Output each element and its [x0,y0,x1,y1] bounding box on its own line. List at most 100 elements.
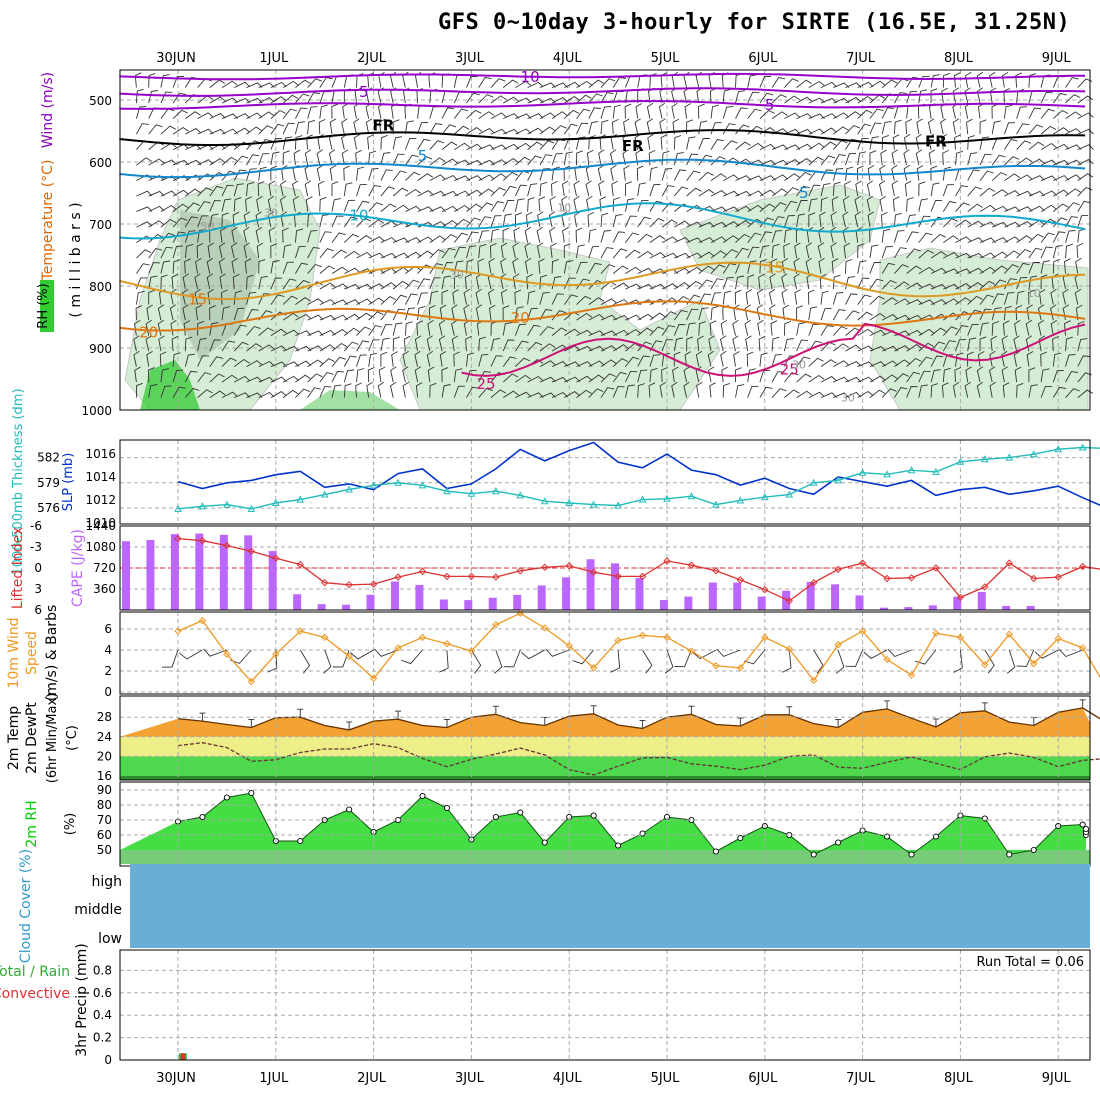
wind-barb [356,166,365,181]
wind-barb [453,274,461,290]
wind-barb [979,170,994,181]
wind-barb [894,345,911,352]
wind-barb [1065,188,1081,197]
wind-barb [429,106,440,119]
rh-tick: 80 [97,798,112,812]
temp-axis-label: (°C) [65,725,80,751]
wind-barb [686,322,696,336]
wind-barb [356,217,372,228]
wind-barb [1040,246,1053,259]
wind-barb [600,230,611,243]
wind-barb [1074,288,1082,305]
wind-barb [881,262,896,274]
wind-barb [331,89,341,104]
wind-barb [820,183,831,197]
wind-barb [661,367,668,383]
wind-barb [148,190,165,197]
wind-barb [894,264,909,274]
wind-barb-10m [692,649,717,660]
wind-barb [967,324,979,336]
wind-barb [808,113,825,120]
temp-axis-label: 2m Temp [6,706,22,770]
wind-barb [673,169,687,181]
thickness-marker [638,495,647,503]
wind-barb [392,153,405,166]
contour-label: 15 [765,258,784,276]
cape-bar [390,581,399,610]
wind-barb [466,92,480,104]
wind-barb [991,154,1006,166]
wind-barb [405,154,419,166]
wind-barb [1040,351,1047,367]
wind-barb [832,181,841,197]
wind-barb [148,383,158,398]
wind-barb [441,158,458,166]
wind-barb [918,283,935,290]
wind-barb [417,250,434,259]
wind-barb [221,306,231,321]
wind-barb [989,381,996,398]
wind-barb [955,219,971,228]
wind-barb [490,112,507,119]
wind-barb [735,384,745,398]
wind-barb [649,166,658,181]
wind-barb [490,228,500,243]
wind-barb [991,171,1008,181]
wind-barb [331,283,349,290]
wind-barb [429,140,445,150]
thickness-marker [809,478,818,486]
precip-axis-label: 3hr Precip (mm) [74,943,90,1056]
wind-barb [771,371,785,383]
temp-error-bar [981,702,988,711]
wind-barb [490,187,506,197]
pressure-tick: 600 [89,156,112,170]
wind-barb [319,329,336,337]
wind-speed-marker [272,650,280,658]
wind-barb [722,221,740,228]
wind-barb [160,108,175,119]
wind-speed-marker [614,636,622,645]
wind-barb [857,345,874,352]
wind-barb [845,376,862,383]
temperature-axis-label: Temperature (°C) [40,160,56,282]
wind-tick: 6 [104,622,112,636]
wind-barb [976,71,983,88]
wind-barb [979,119,987,135]
temp-panel-frame [119,695,1091,781]
wind-barb [1077,95,1094,104]
wind-barb [1077,144,1094,151]
wind-barb [881,211,888,228]
wind-speed-marker [541,624,549,632]
wind-barb [184,387,200,398]
wind-barb [172,217,188,228]
wind-barb [185,111,201,119]
li-marker [443,572,451,581]
wind-barb [319,265,336,274]
wind-barb [133,350,140,367]
wind-barb [524,226,532,243]
wind-barb [588,345,605,352]
wind-barb [759,203,776,212]
wind-barb [686,308,699,321]
wind-barb [600,264,616,274]
wind-barb [612,118,619,135]
contour-label: 30 [450,269,464,282]
wind-barb [1040,260,1051,274]
wind-barb [292,195,300,212]
wind-barb [659,118,666,135]
li-marker [589,568,598,576]
wind-barb [1065,371,1078,383]
wind-barb [282,80,299,88]
wind-barb [233,375,251,383]
wind-barb [502,339,515,352]
wind-barb [513,227,520,243]
wind-barb [157,304,165,321]
li-marker [320,578,329,587]
wind-barb [368,283,385,290]
wind-barb [952,118,960,135]
wind-barb [221,357,237,367]
wind-barb [524,242,531,259]
wind-barb [515,357,531,367]
wind-barb [563,294,578,305]
wind-barb [747,260,757,274]
